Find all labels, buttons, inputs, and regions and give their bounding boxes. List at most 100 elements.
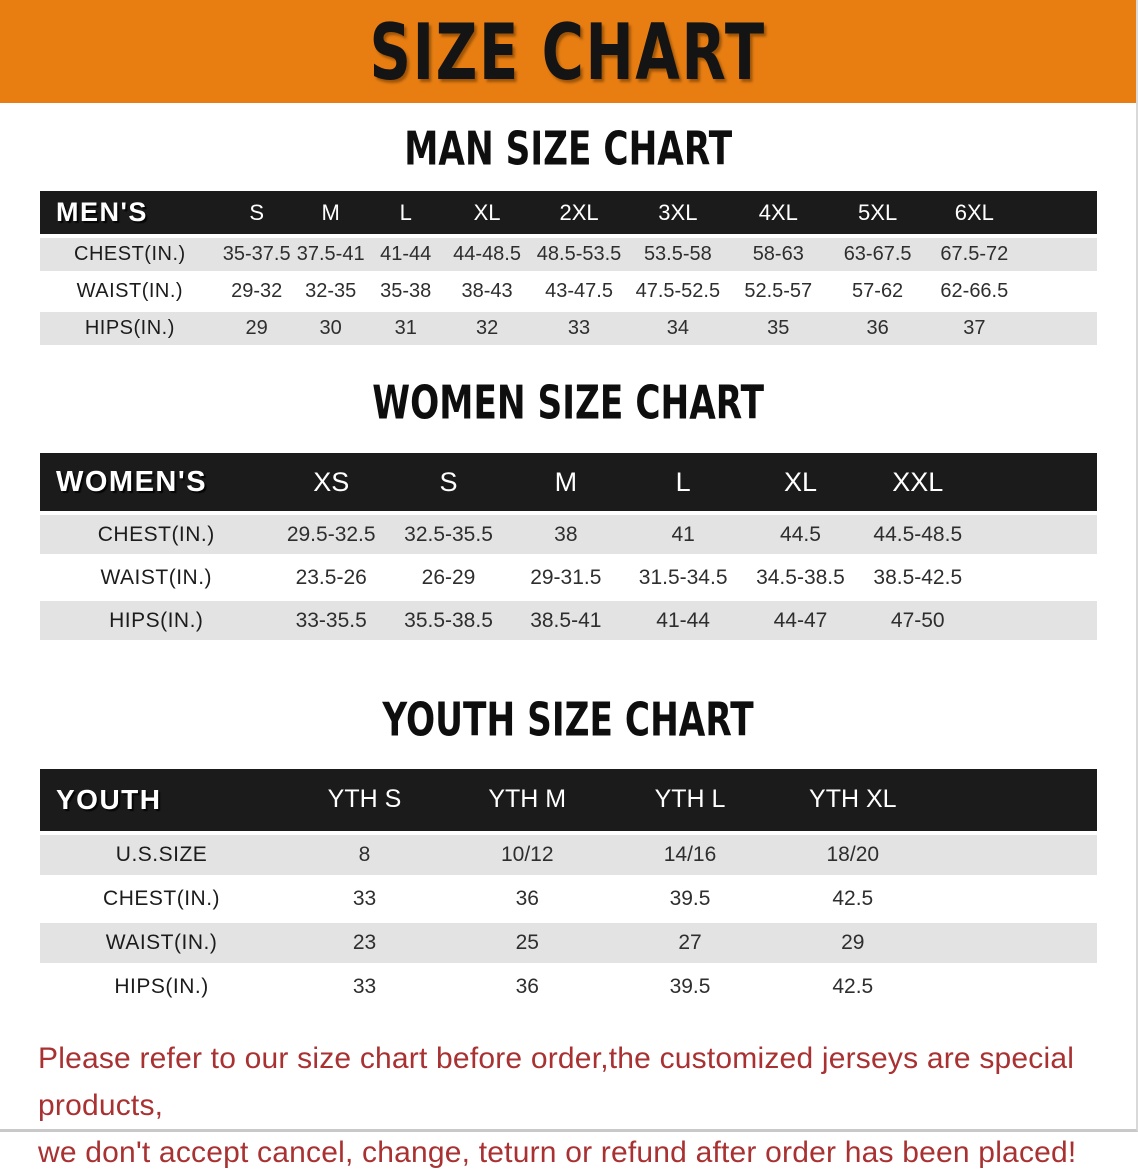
- cell: 38.5-42.5: [873, 565, 963, 589]
- cell-filler: [934, 967, 1097, 1007]
- cell: 29.5-32.5: [286, 522, 376, 546]
- cell: 29: [245, 317, 268, 340]
- cell: 35: [767, 317, 790, 340]
- cell: 44.5: [780, 522, 821, 546]
- youth-col-header-s: YTH S: [327, 785, 402, 814]
- cell: 47-50: [890, 608, 945, 632]
- cell: 23: [352, 930, 377, 954]
- cell-filler: [934, 923, 1097, 963]
- cell: 33: [352, 886, 377, 910]
- row-label: CHEST(IN.): [103, 886, 221, 910]
- cell-filler: [934, 835, 1097, 875]
- cell: 44.5-48.5: [873, 522, 963, 546]
- cell: 35-38: [380, 280, 432, 303]
- row-label: HIPS(IN.): [109, 608, 204, 632]
- cell: 31: [394, 317, 417, 340]
- youth-col-header-xl: YTH XL: [809, 785, 897, 814]
- cell: 41: [671, 522, 695, 546]
- banner: SIZE CHART: [0, 0, 1136, 103]
- cell: 31.5-34.5: [638, 565, 728, 589]
- row-label: WAIST(IN.): [76, 280, 184, 303]
- men-size-table: MEN'S S M L XL 2XL 3XL 4XL 5XL 6XL CHEST…: [40, 187, 1097, 349]
- men-row-chest: CHEST(IN.) 35-37.5 37.5-41 41-44 44-48.5…: [40, 238, 1097, 272]
- youth-corner-label: YOUTH: [56, 783, 162, 815]
- cell: 34.5-38.5: [756, 565, 845, 589]
- youth-row-chest: CHEST(IN.) 33 36 39.5 42.5: [40, 878, 1097, 919]
- women-section-heading: WOMEN SIZE CHART: [0, 379, 1136, 428]
- cell: 35-37.5: [222, 243, 291, 266]
- disclaimer-line-1: Please refer to our size chart before or…: [38, 1041, 1075, 1122]
- cell: 32: [475, 317, 499, 340]
- women-col-header-xl: XL: [783, 466, 817, 497]
- cell: 32-35: [305, 280, 357, 303]
- cell: 62-66.5: [940, 280, 1009, 303]
- cell: 38-43: [461, 280, 513, 303]
- men-col-header-xl: XL: [473, 199, 501, 225]
- men-row-waist: WAIST(IN.) 29-32 32-35 35-38 38-43 43-47…: [40, 275, 1097, 309]
- row-label: U.S.SIZE: [115, 842, 208, 866]
- youth-heading-text: YOUTH SIZE CHART: [382, 694, 754, 748]
- youth-header-row: YOUTH YTH S YTH M YTH L YTH XL: [40, 768, 1097, 831]
- cell: 14/16: [663, 842, 717, 866]
- women-size-table: WOMEN'S XS S M L XL XXL CHEST(IN.) 29.5-…: [40, 449, 1097, 644]
- youth-header-filler: [934, 769, 1097, 831]
- cell: 39.5: [669, 886, 711, 910]
- cell: 52.5-57: [744, 280, 813, 303]
- disclaimer: Please refer to our size chart before or…: [0, 1035, 1136, 1176]
- cell: 53.5-58: [643, 243, 712, 266]
- cell: 29-31.5: [530, 565, 602, 589]
- cell: 42.5: [832, 886, 874, 910]
- men-col-header-5xl: 5XL: [858, 199, 898, 225]
- women-row-waist: WAIST(IN.) 23.5-26 26-29 29-31.5 31.5-34…: [40, 558, 1097, 598]
- women-col-header-xs: XS: [313, 466, 350, 497]
- row-label: CHEST(IN.): [97, 522, 215, 546]
- cell: 38.5-41: [530, 608, 602, 632]
- cell: 36: [515, 886, 539, 910]
- row-label: HIPS(IN.): [114, 974, 209, 998]
- women-col-header-s: S: [439, 466, 458, 497]
- cell: 37: [963, 317, 986, 340]
- men-col-header-2xl: 2XL: [559, 199, 599, 225]
- cell: 41-44: [656, 608, 710, 632]
- cell: 41-44: [380, 243, 432, 266]
- cell-filler: [934, 879, 1097, 919]
- youth-col-header-l: YTH L: [654, 785, 726, 814]
- men-col-header-4xl: 4XL: [758, 199, 798, 225]
- row-label: WAIST(IN.): [105, 930, 218, 954]
- row-label: CHEST(IN.): [74, 243, 186, 266]
- men-col-header-6xl: 6XL: [954, 199, 994, 225]
- men-col-header-s: S: [249, 199, 265, 225]
- women-header-filler: [976, 453, 1097, 511]
- cell: 43-47.5: [545, 280, 613, 303]
- cell: 37.5-41: [296, 243, 365, 266]
- banner-title: SIZE CHART: [369, 6, 767, 97]
- youth-row-waist: WAIST(IN.) 23 25 27 29: [40, 922, 1097, 963]
- cell-filler: [976, 558, 1097, 597]
- cell: 33-35.5: [295, 608, 367, 632]
- men-col-header-m: M: [321, 199, 340, 225]
- women-row-hips: HIPS(IN.) 33-35.5 35.5-38.5 38.5-41 41-4…: [40, 601, 1097, 641]
- cell: 67.5-72: [940, 243, 1009, 266]
- men-col-header-l: L: [399, 199, 412, 225]
- women-header-row: WOMEN'S XS S M L XL XXL: [40, 453, 1097, 512]
- women-corner-label: WOMEN'S: [56, 465, 208, 498]
- cell: 47.5-52.5: [635, 280, 721, 303]
- cell: 63-67.5: [843, 243, 912, 266]
- cell: 42.5: [832, 974, 874, 998]
- cell: 34: [666, 317, 689, 340]
- cell-filler: [1022, 275, 1097, 308]
- cell: 36: [515, 974, 539, 998]
- cell-filler: [1022, 238, 1097, 271]
- cell: 57-62: [852, 280, 904, 303]
- cell: 48.5-53.5: [536, 243, 622, 266]
- cell: 44-48.5: [453, 243, 521, 266]
- men-heading-text: MAN SIZE CHART: [404, 122, 732, 177]
- cell: 29-32: [231, 280, 283, 303]
- cell: 18/20: [826, 842, 880, 866]
- cell-filler: [1022, 312, 1097, 345]
- women-col-header-l: L: [675, 466, 691, 497]
- men-corner-label: MEN'S: [56, 197, 148, 228]
- cell-filler: [976, 515, 1097, 554]
- cell: 36: [866, 317, 889, 340]
